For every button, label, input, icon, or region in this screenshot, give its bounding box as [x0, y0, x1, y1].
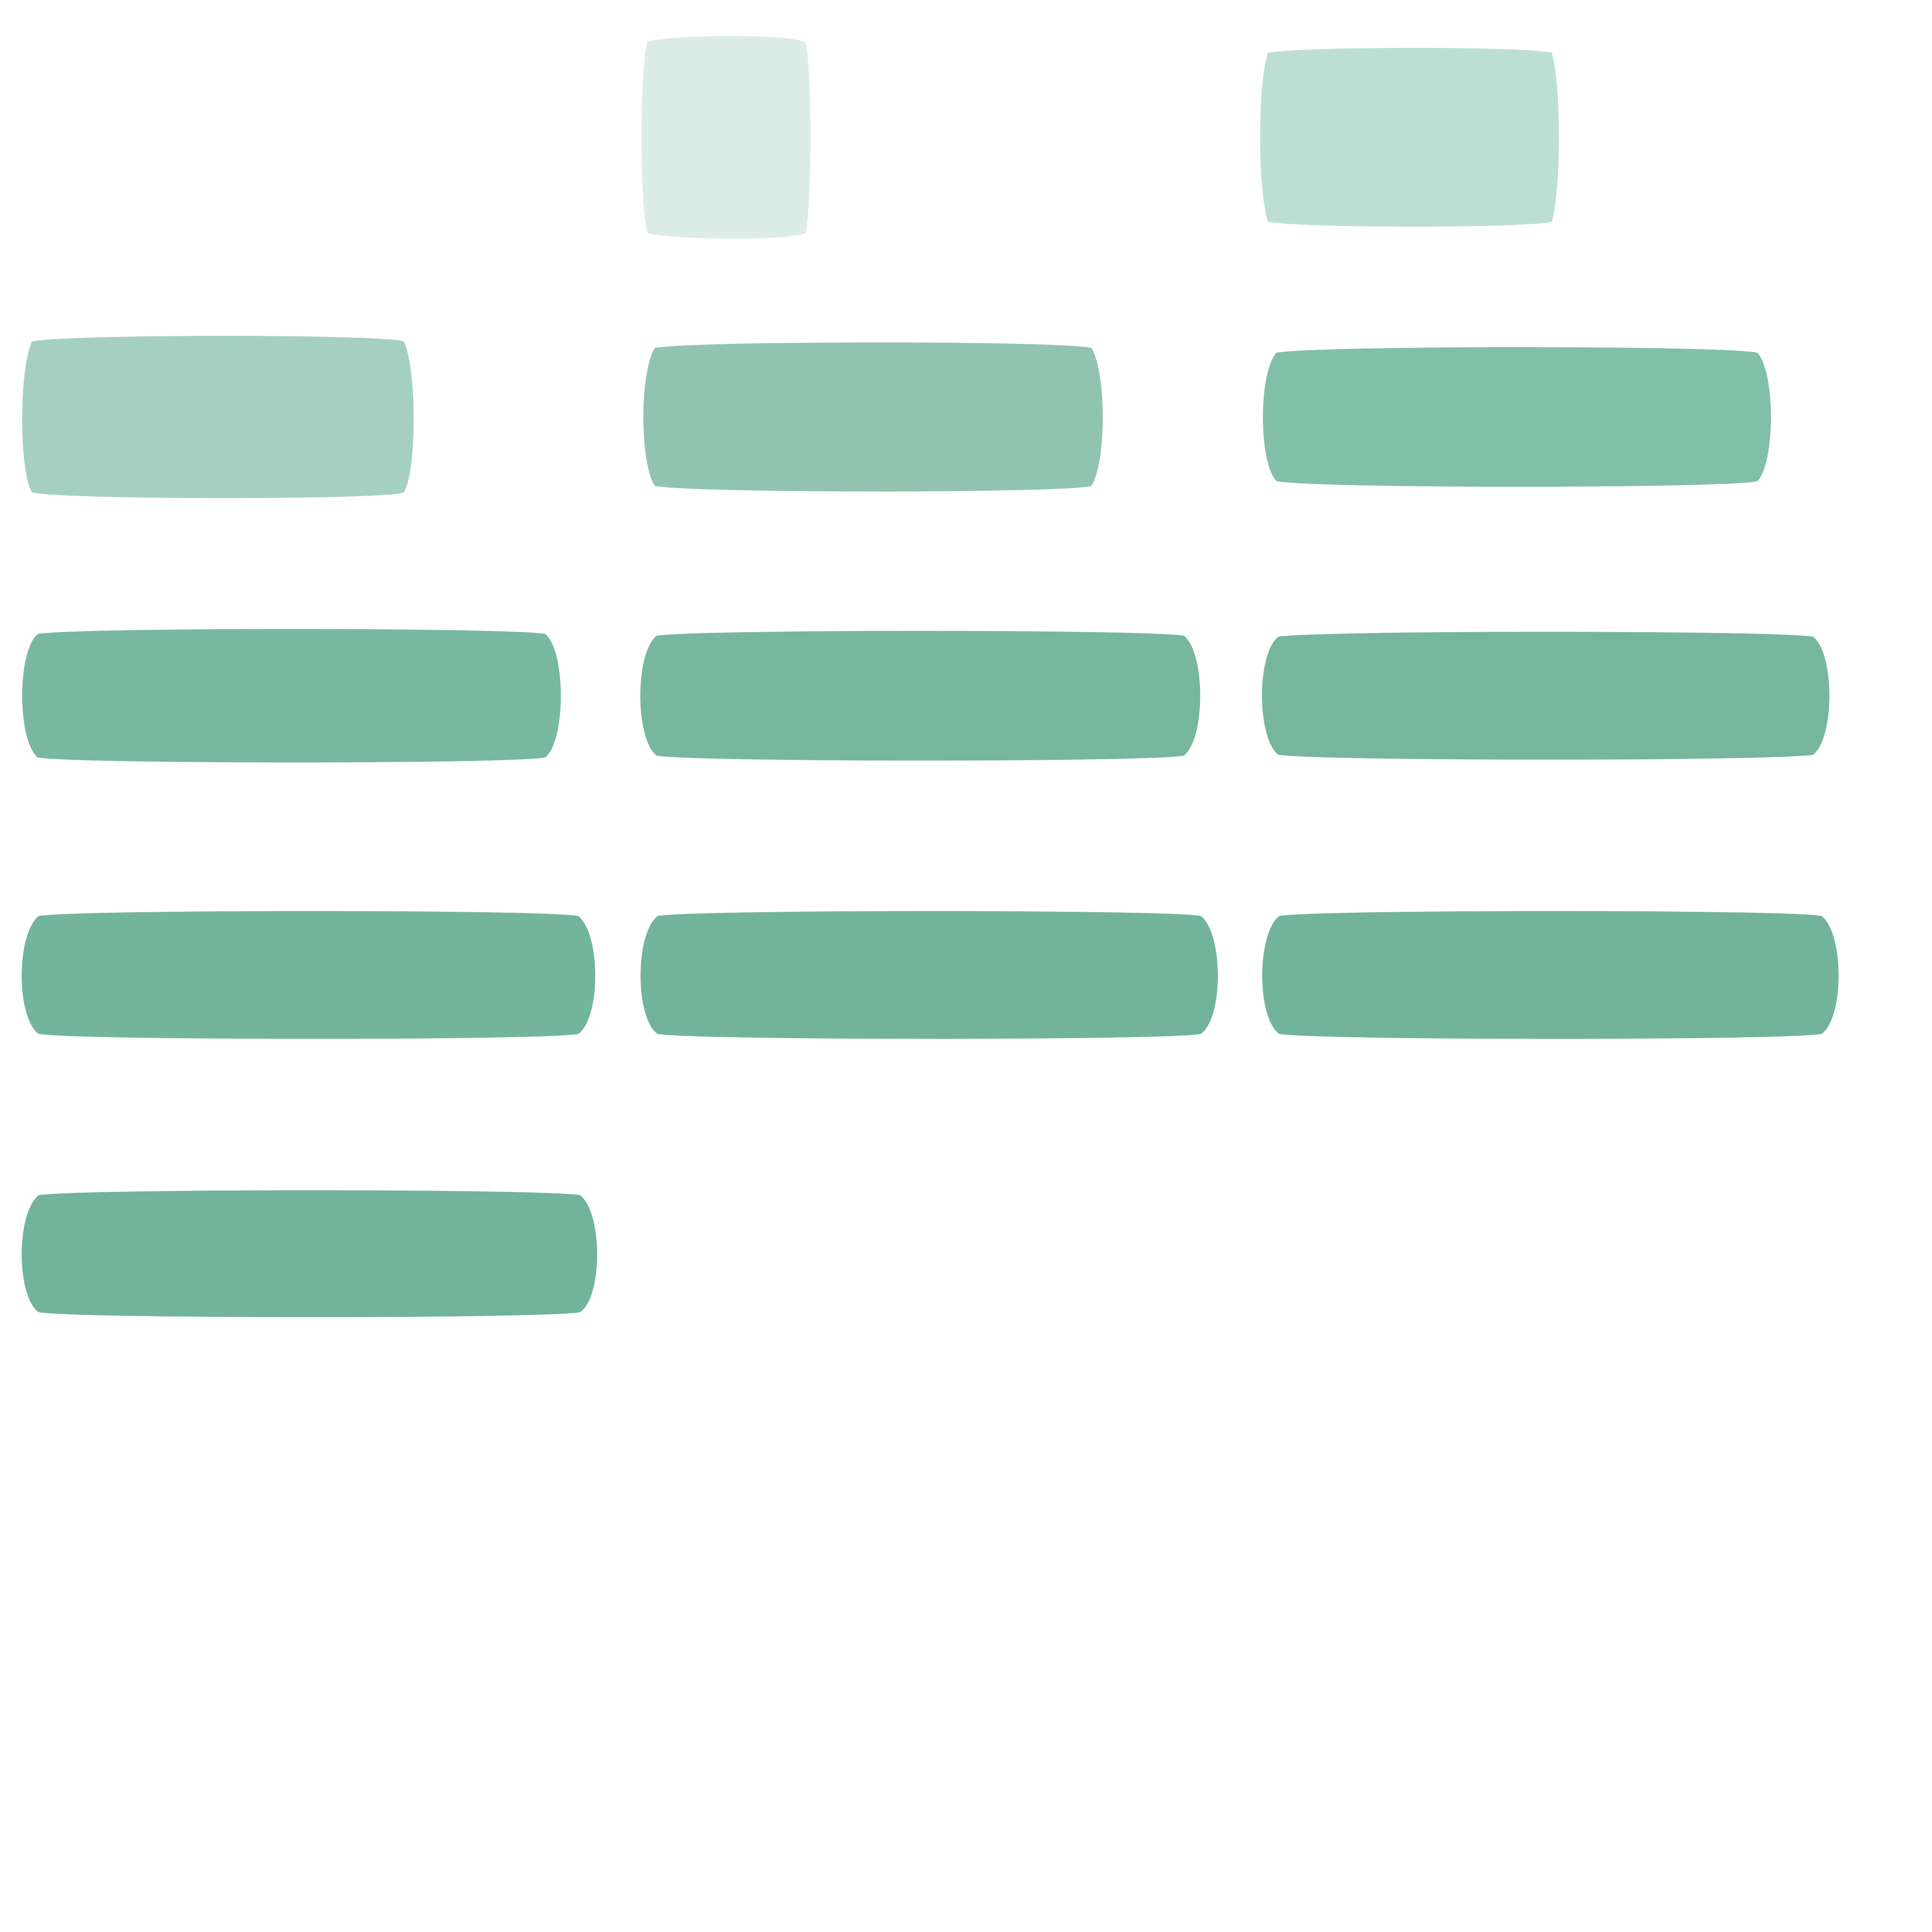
tile-r3-c1 [22, 629, 561, 763]
tile-r1-c2 [641, 36, 811, 239]
tile-r4-c1 [22, 911, 595, 1039]
tile-r4-c2 [641, 911, 1218, 1039]
tile-r3-c3 [1262, 632, 1830, 760]
tile-r2-c3 [1263, 347, 1771, 487]
tile-r4-c3 [1262, 911, 1839, 1039]
tile-r1-c3 [1260, 48, 1559, 227]
tile-r5-c1 [22, 1190, 597, 1317]
tile-r2-c1 [22, 336, 414, 498]
tile-r3-c2 [640, 631, 1200, 761]
tile-r2-c2 [643, 342, 1103, 491]
